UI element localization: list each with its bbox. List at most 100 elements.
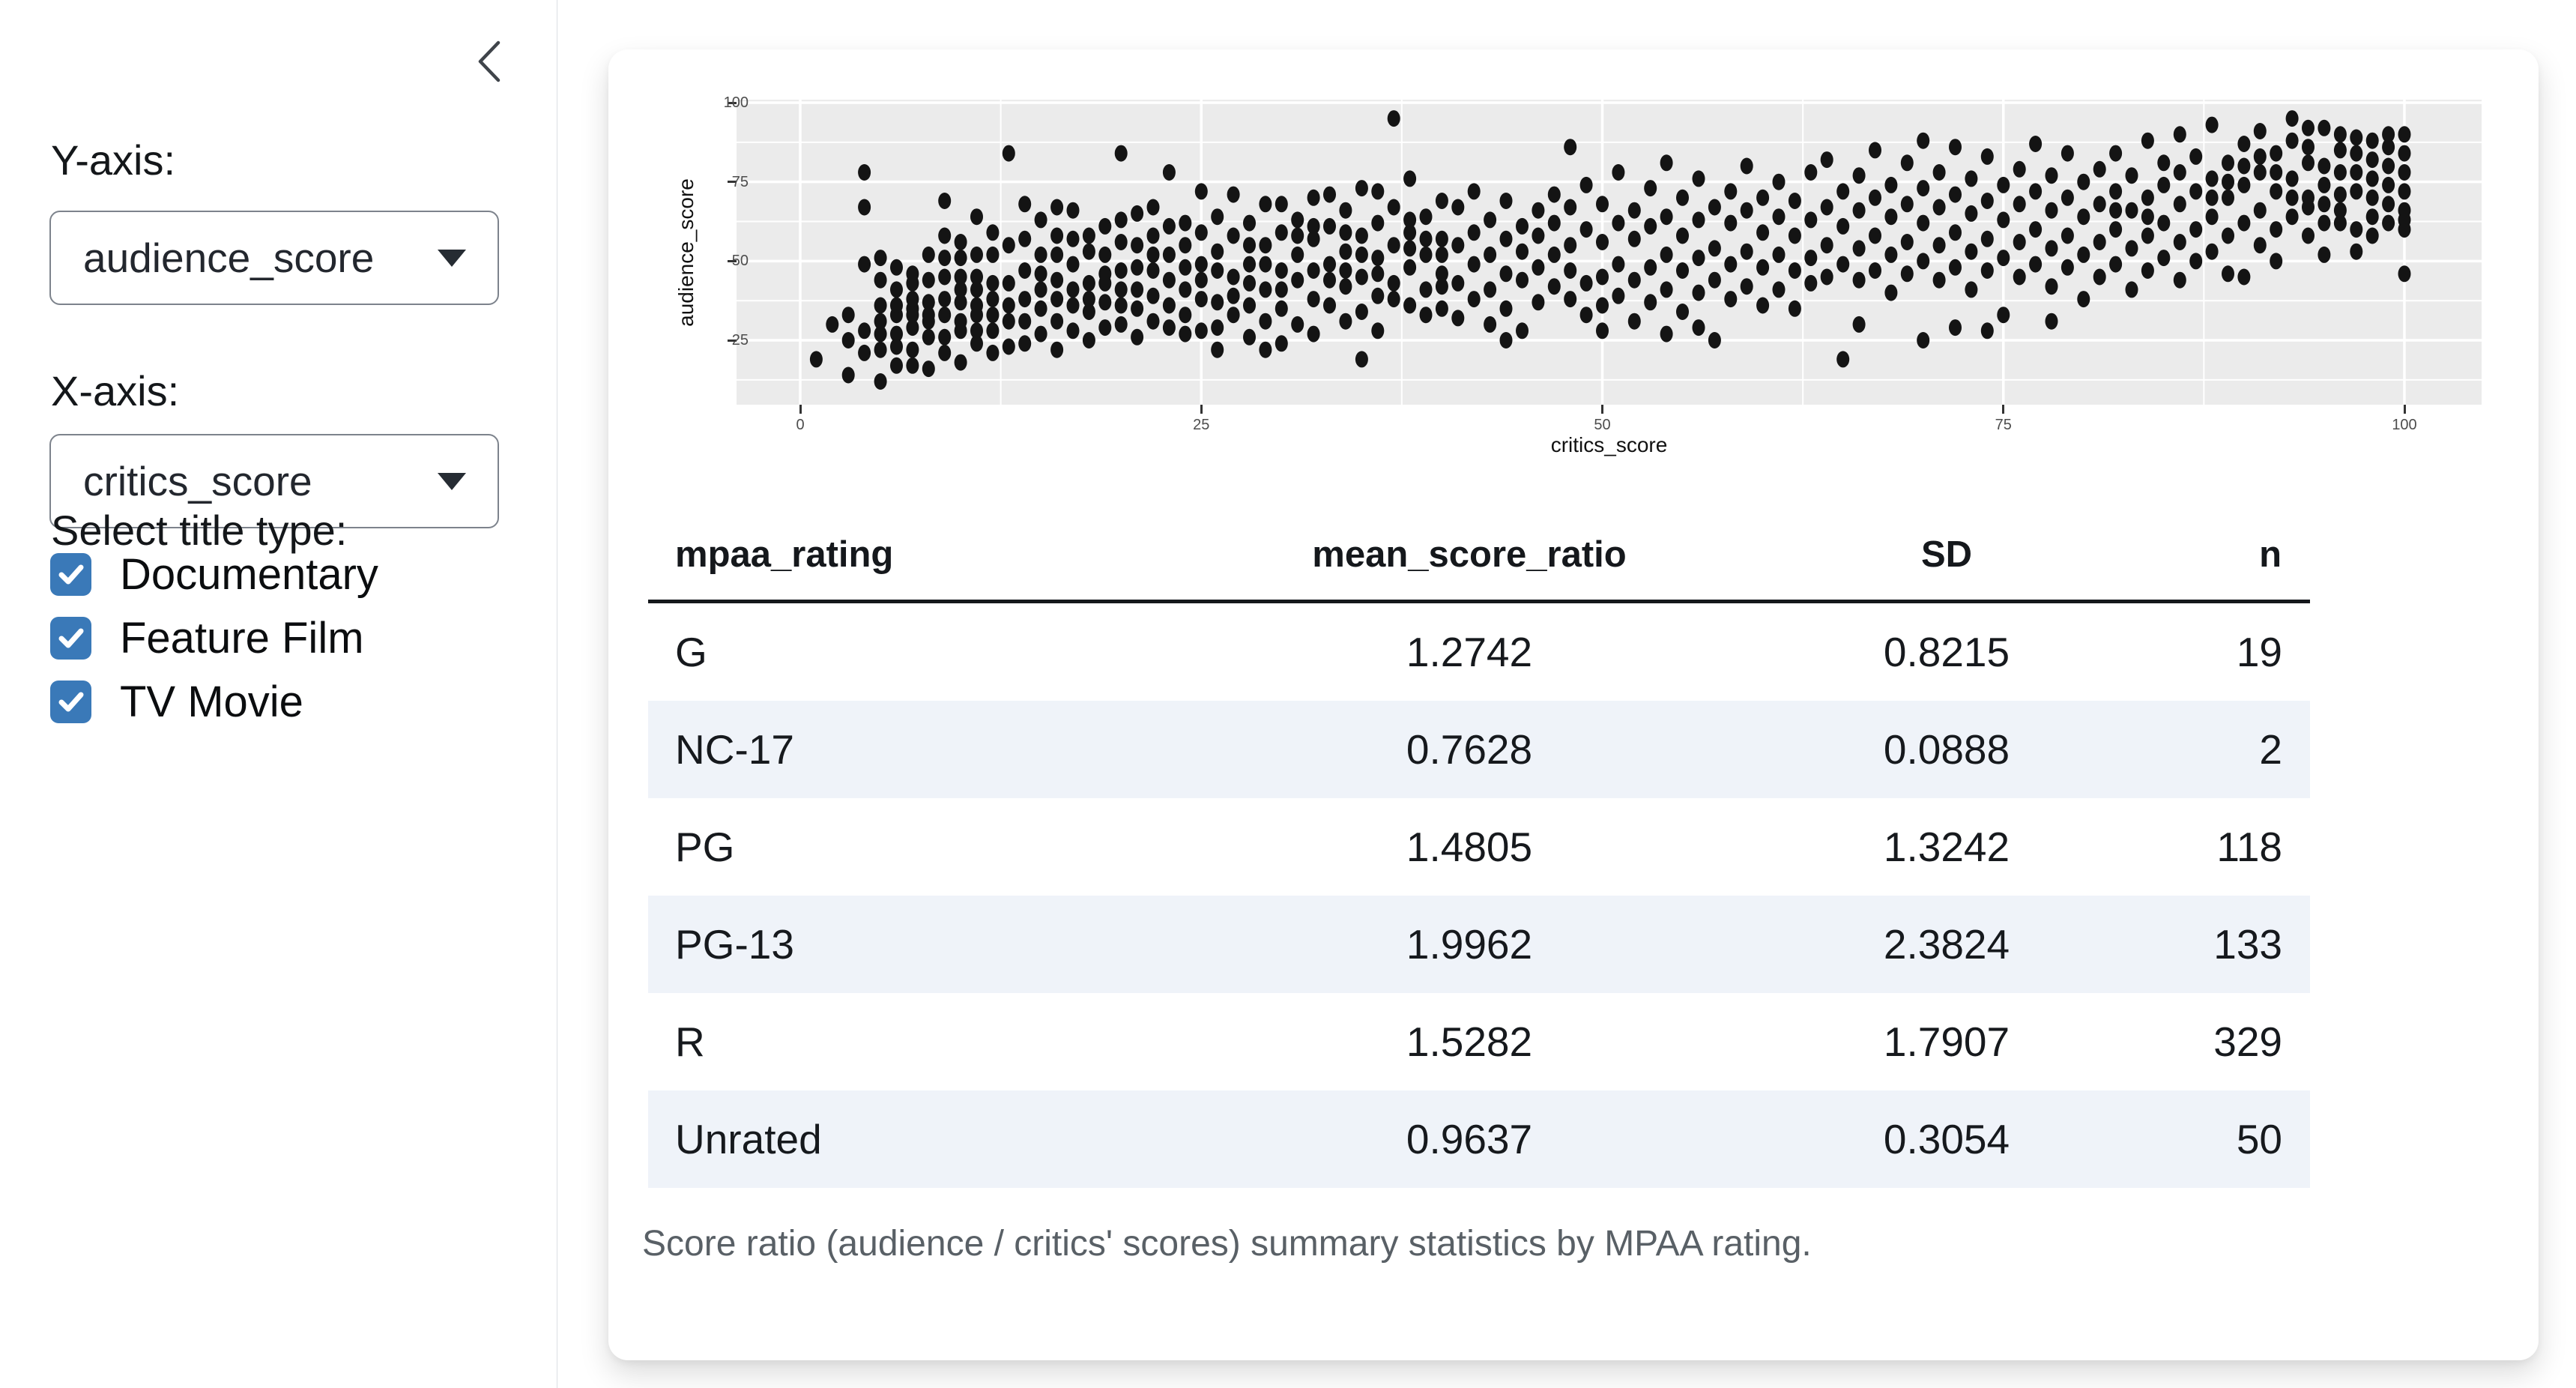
y-tick-mark [728, 259, 737, 262]
x-tick-label: 50 [1594, 417, 1611, 433]
data-point [2109, 202, 2123, 219]
col-header-mpaa-rating: mpaa_rating [675, 534, 894, 575]
col-header-n: n [2259, 534, 2282, 575]
data-point [2350, 145, 2363, 162]
data-point [2205, 189, 2219, 206]
data-point [986, 307, 1000, 324]
data-point [1932, 237, 1946, 254]
data-point [1451, 310, 1465, 327]
table-row-pg: PG 1.4805 1.3242 118 [648, 798, 2310, 896]
data-point [1435, 193, 1448, 209]
data-point [1131, 281, 1144, 298]
data-point [1034, 281, 1047, 298]
data-point [1275, 281, 1288, 298]
y-axis-select[interactable]: audience_score [49, 211, 499, 305]
checkbox-box[interactable] [50, 617, 91, 660]
data-point [1820, 151, 1833, 169]
data-point [2398, 164, 2411, 181]
table-cell-mpaa_rating: R [675, 1019, 705, 1065]
plot-panel [737, 100, 2482, 405]
data-point [2109, 221, 2123, 238]
data-point [1836, 183, 1850, 200]
data-point [1387, 110, 1400, 127]
data-point [1484, 246, 1497, 263]
data-point [2302, 139, 2315, 156]
checkbox-box[interactable] [50, 681, 91, 723]
data-point [970, 307, 983, 324]
data-point [1211, 243, 1224, 260]
data-point [2382, 176, 2395, 193]
data-point [1836, 217, 1850, 235]
data-point [2350, 164, 2363, 181]
data-point [1516, 271, 1529, 289]
data-point [2029, 221, 2043, 238]
data-point [858, 344, 871, 361]
checkbox-tv-movie[interactable]: TV Movie [50, 678, 303, 726]
data-point [1965, 281, 1978, 298]
data-point [1579, 176, 1593, 193]
data-point [1275, 262, 1288, 279]
data-point [1227, 268, 1240, 286]
data-point [1579, 221, 1593, 238]
data-point [1179, 214, 1192, 232]
table-cell-mean_score_ratio: 1.9962 [1406, 921, 1533, 968]
data-point [986, 344, 1000, 361]
data-point [1002, 274, 1015, 292]
x-axis-select[interactable]: critics_score [49, 434, 499, 528]
data-point [1339, 224, 1352, 241]
y-tick-label: 100 [723, 94, 749, 111]
checkbox-feature-film[interactable]: Feature Film [50, 614, 364, 663]
data-point [1660, 281, 1673, 298]
data-point [1564, 199, 1577, 216]
data-point [1869, 262, 1881, 279]
data-point [1355, 180, 1368, 197]
data-point [2318, 214, 2331, 232]
data-point [874, 271, 887, 289]
data-point [1066, 230, 1080, 247]
checkbox-box[interactable] [50, 553, 91, 596]
data-point [1932, 271, 1946, 289]
data-point [906, 319, 919, 337]
x-tick-label: 0 [796, 417, 805, 433]
data-point [1692, 284, 1705, 301]
checkbox-documentary[interactable]: Documentary [50, 550, 378, 599]
data-point [1355, 268, 1368, 286]
data-point [2045, 167, 2058, 184]
data-point [938, 193, 952, 209]
data-point [1034, 265, 1047, 283]
data-point [938, 328, 952, 346]
data-point [2398, 221, 2411, 238]
data-point [1627, 230, 1641, 247]
data-point [1050, 291, 1064, 308]
data-point [1371, 250, 1385, 267]
data-point [1211, 341, 1224, 358]
data-point [2125, 202, 2138, 219]
data-point [1194, 224, 1208, 241]
data-point [1932, 199, 1946, 216]
sidebar-collapse-button[interactable] [466, 33, 511, 90]
data-point [2013, 234, 2026, 250]
data-point [2318, 119, 2331, 136]
data-point [1066, 281, 1080, 298]
data-point [2157, 176, 2171, 193]
data-point [1997, 250, 2010, 267]
data-point [1980, 230, 1994, 247]
checkbox-label: Feature Film [120, 614, 364, 663]
data-point [2350, 221, 2363, 238]
data-point [986, 322, 1000, 340]
check-icon [58, 692, 83, 711]
data-point [1275, 196, 1288, 213]
data-point [1259, 313, 1272, 330]
data-point [1820, 268, 1833, 286]
data-point [2270, 145, 2283, 162]
data-point [2382, 196, 2395, 213]
data-point [1082, 304, 1095, 320]
data-point [922, 360, 935, 378]
data-point [938, 307, 952, 324]
data-point [2285, 170, 2299, 187]
data-point [1162, 297, 1176, 314]
data-point [1162, 319, 1176, 337]
data-point [2302, 119, 2315, 136]
data-point [970, 246, 983, 263]
data-point [1532, 227, 1545, 244]
